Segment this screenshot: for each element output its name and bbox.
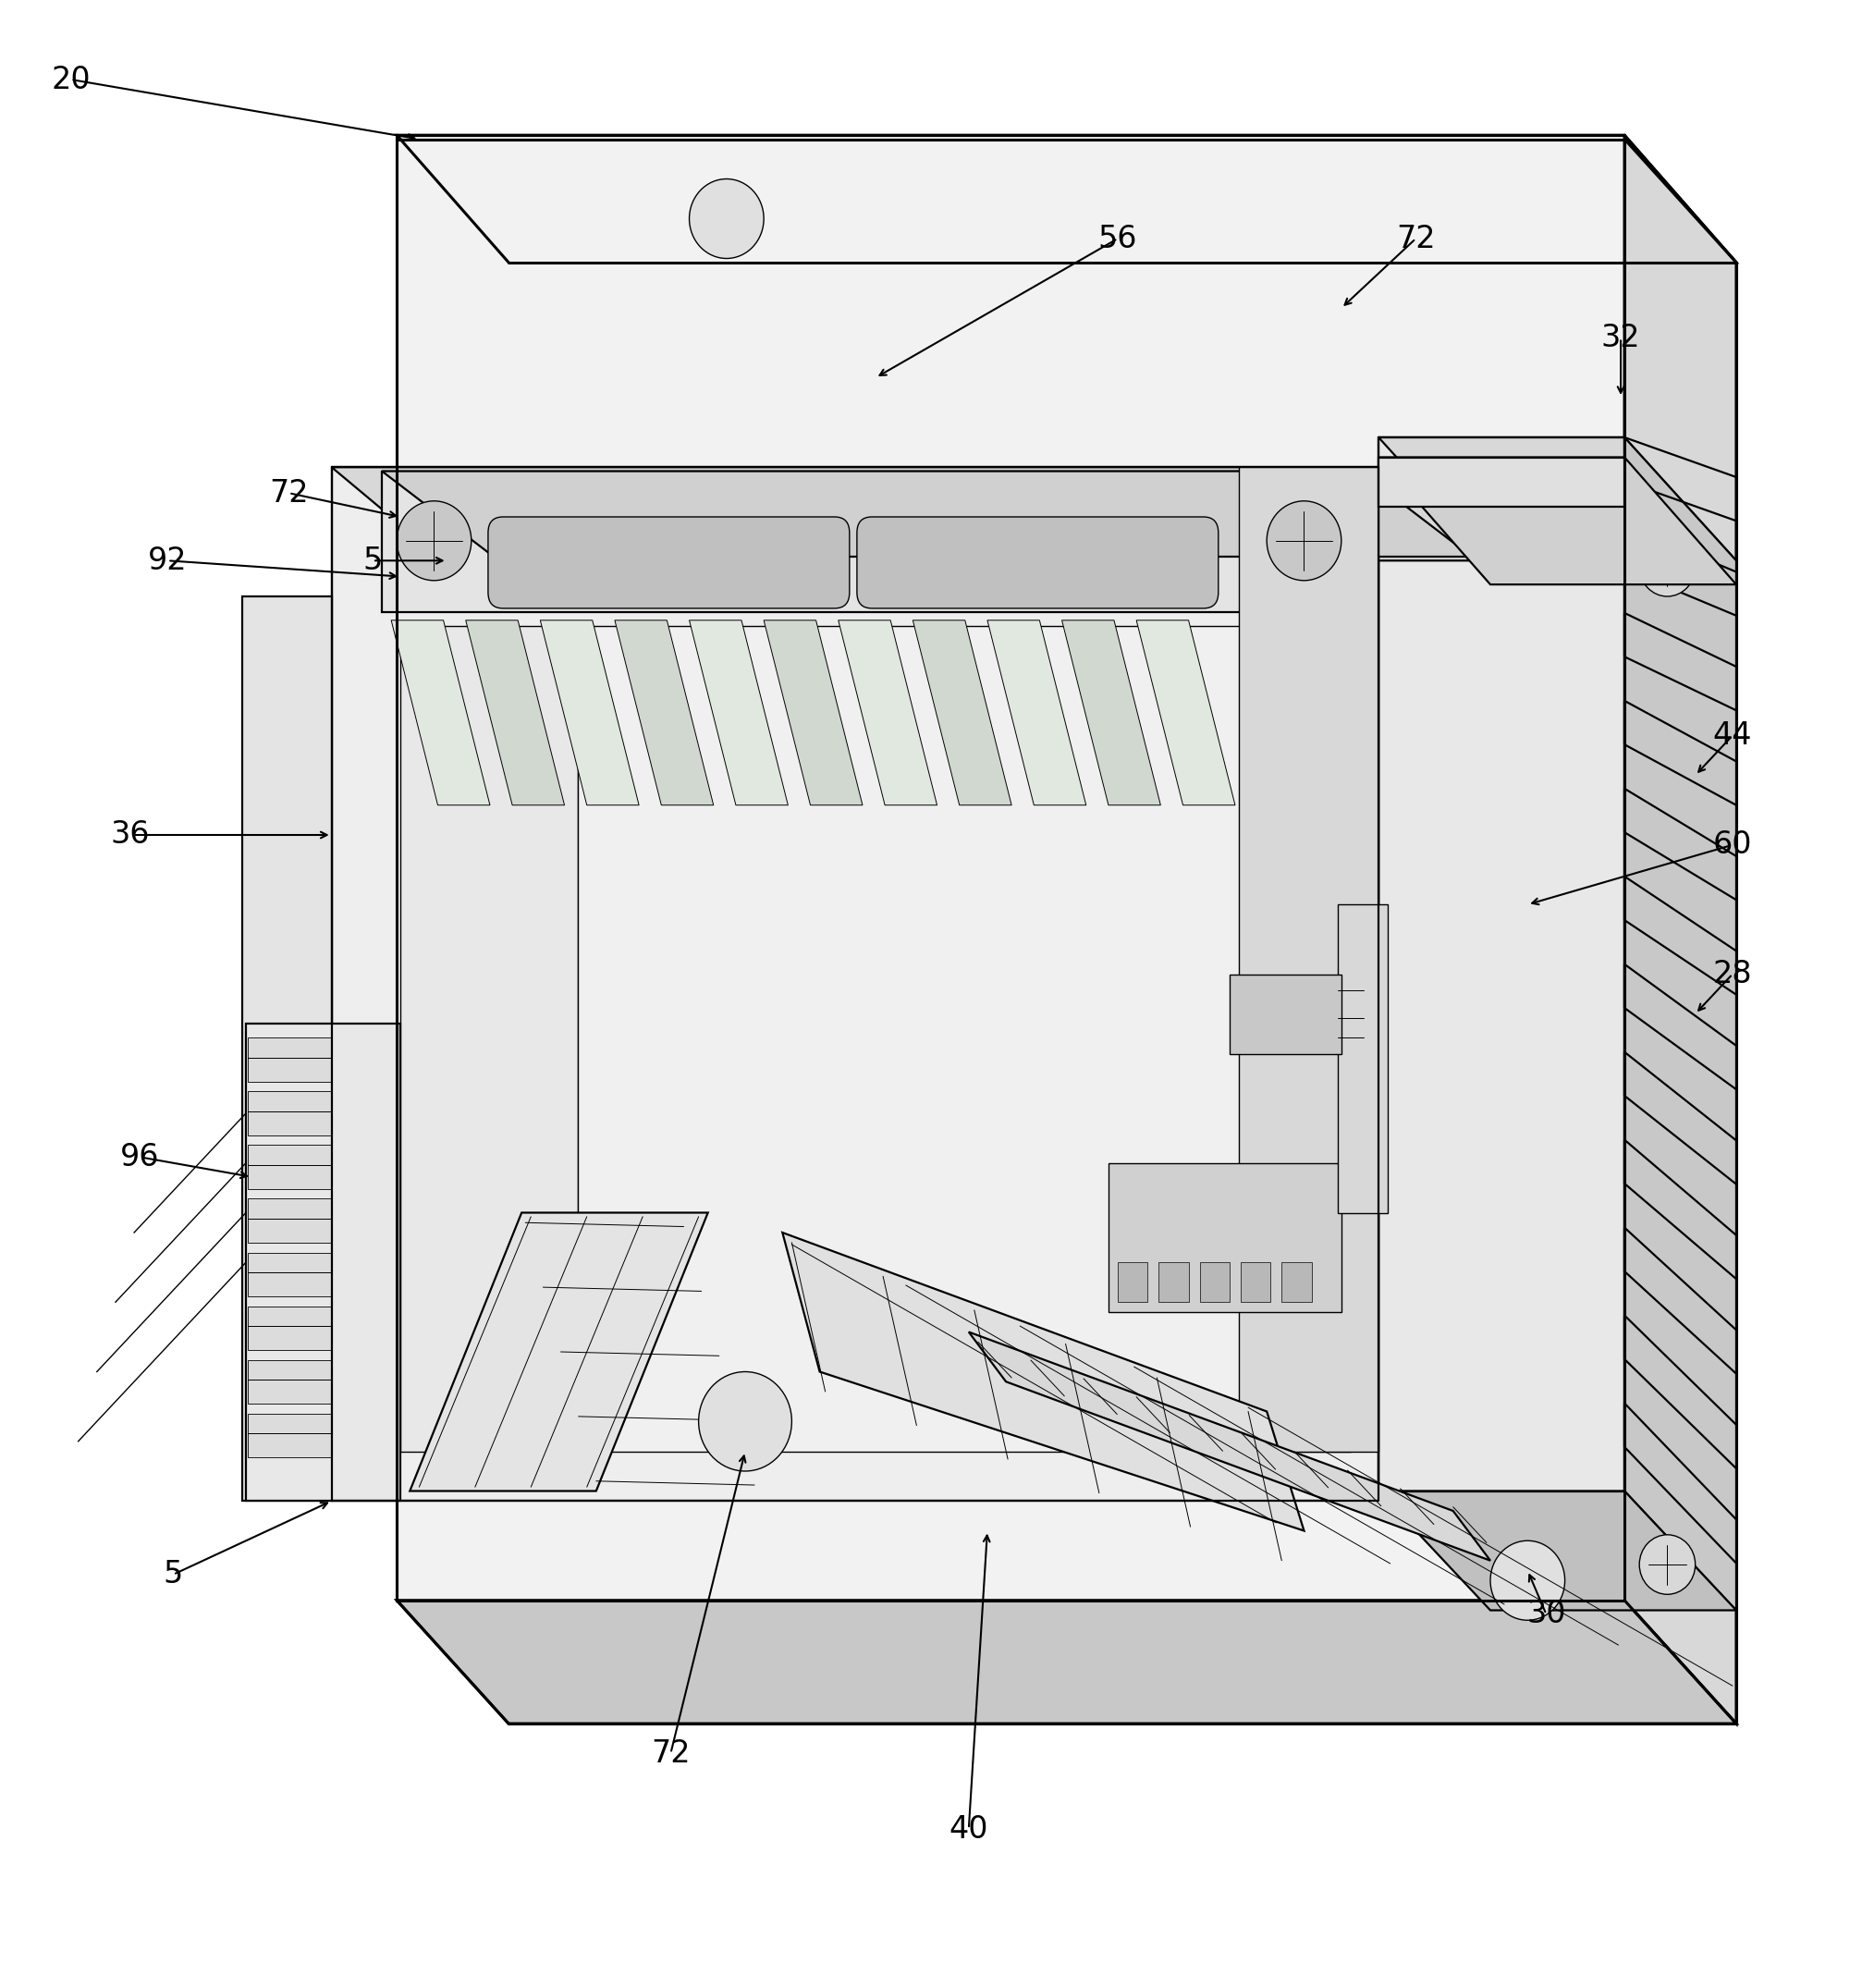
Polygon shape (397, 135, 1735, 262)
Polygon shape (391, 620, 490, 805)
Polygon shape (1378, 1491, 1735, 1610)
Polygon shape (248, 1145, 331, 1189)
Polygon shape (397, 1600, 1735, 1724)
Text: 72: 72 (268, 477, 309, 509)
Polygon shape (1117, 1262, 1147, 1302)
Text: 56: 56 (1097, 223, 1138, 254)
Polygon shape (1158, 1262, 1188, 1302)
Polygon shape (248, 1252, 331, 1296)
Text: 40: 40 (948, 1813, 989, 1845)
Polygon shape (331, 467, 1378, 1501)
Circle shape (1490, 1541, 1564, 1620)
Polygon shape (782, 1233, 1303, 1531)
Polygon shape (1378, 457, 1624, 507)
Polygon shape (382, 471, 1471, 557)
Circle shape (689, 179, 763, 258)
Polygon shape (1238, 467, 1378, 1451)
Polygon shape (246, 1024, 400, 1501)
Polygon shape (540, 620, 639, 805)
Text: 36: 36 (110, 819, 151, 851)
Polygon shape (968, 1332, 1490, 1561)
Text: 5: 5 (363, 545, 382, 577)
Circle shape (397, 501, 471, 580)
Polygon shape (400, 626, 577, 1451)
Polygon shape (331, 467, 1490, 561)
Polygon shape (397, 139, 1624, 1600)
Polygon shape (248, 1038, 331, 1081)
Polygon shape (689, 620, 788, 805)
Polygon shape (1378, 437, 1735, 561)
FancyBboxPatch shape (488, 517, 849, 608)
Polygon shape (242, 596, 331, 1501)
Polygon shape (1061, 620, 1160, 805)
Text: 30: 30 (1525, 1598, 1566, 1630)
Polygon shape (1199, 1262, 1229, 1302)
Polygon shape (248, 1306, 331, 1350)
Polygon shape (466, 620, 564, 805)
Polygon shape (1337, 905, 1387, 1213)
Polygon shape (248, 1360, 331, 1404)
Polygon shape (1240, 1262, 1270, 1302)
Circle shape (1639, 537, 1694, 596)
Polygon shape (1378, 437, 1624, 1491)
Polygon shape (1108, 1163, 1341, 1312)
Polygon shape (1378, 457, 1735, 584)
Polygon shape (912, 620, 1011, 805)
Text: 92: 92 (147, 545, 188, 577)
Polygon shape (1229, 974, 1341, 1054)
Polygon shape (1281, 1262, 1311, 1302)
Polygon shape (577, 626, 1350, 1451)
Text: 28: 28 (1711, 958, 1752, 990)
Text: 72: 72 (650, 1738, 691, 1769)
Polygon shape (248, 1091, 331, 1135)
Text: 72: 72 (1395, 223, 1436, 254)
Polygon shape (248, 1199, 331, 1242)
Circle shape (698, 1372, 791, 1471)
Text: 5: 5 (164, 1559, 182, 1590)
Polygon shape (987, 620, 1086, 805)
Circle shape (1266, 501, 1341, 580)
FancyBboxPatch shape (857, 517, 1218, 608)
Polygon shape (382, 471, 1359, 612)
Polygon shape (614, 620, 713, 805)
Text: 20: 20 (50, 64, 91, 95)
Circle shape (1639, 1535, 1694, 1594)
Text: 32: 32 (1599, 322, 1640, 354)
Polygon shape (410, 1213, 708, 1491)
Polygon shape (1624, 139, 1735, 1724)
Polygon shape (248, 1413, 331, 1457)
Polygon shape (1136, 620, 1235, 805)
Polygon shape (838, 620, 937, 805)
Text: 60: 60 (1711, 829, 1752, 861)
Text: 96: 96 (119, 1141, 160, 1173)
Text: 44: 44 (1711, 720, 1752, 751)
Polygon shape (1624, 437, 1735, 1610)
Polygon shape (763, 620, 862, 805)
